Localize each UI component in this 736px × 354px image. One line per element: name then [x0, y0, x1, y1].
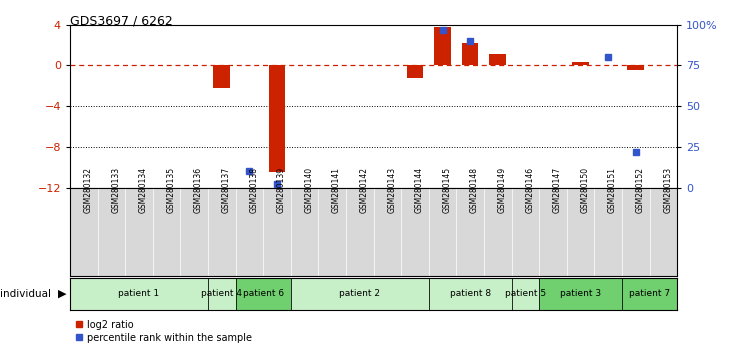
Bar	[462, 43, 478, 65]
Text: GSM280146: GSM280146	[526, 167, 534, 213]
Text: patient 8: patient 8	[450, 289, 491, 298]
Text: GSM280147: GSM280147	[553, 167, 562, 213]
Bar	[627, 65, 644, 70]
Text: GSM280138: GSM280138	[250, 167, 258, 213]
Text: GSM280150: GSM280150	[581, 167, 590, 213]
Bar	[573, 62, 589, 65]
Bar	[213, 65, 230, 88]
Bar	[236, 278, 291, 310]
Text: GSM280135: GSM280135	[166, 167, 175, 213]
Text: GSM280148: GSM280148	[470, 167, 479, 213]
Bar	[406, 65, 423, 78]
Text: patient 2: patient 2	[339, 289, 381, 298]
Text: GDS3697 / 6262: GDS3697 / 6262	[70, 14, 173, 27]
Text: GSM280144: GSM280144	[415, 167, 424, 213]
Bar	[291, 278, 428, 310]
Text: GSM280140: GSM280140	[305, 167, 314, 213]
Text: GSM280142: GSM280142	[360, 167, 369, 213]
Bar	[622, 278, 677, 310]
Bar	[70, 278, 208, 310]
Text: GSM280139: GSM280139	[277, 167, 286, 213]
Text: GSM280145: GSM280145	[442, 167, 451, 213]
Text: individual: individual	[0, 289, 51, 299]
Bar	[512, 278, 539, 310]
Legend: log2 ratio, percentile rank within the sample: log2 ratio, percentile rank within the s…	[75, 320, 252, 343]
Text: GSM280151: GSM280151	[608, 167, 617, 213]
Text: patient 4: patient 4	[201, 289, 242, 298]
Bar	[269, 65, 285, 172]
Text: GSM280143: GSM280143	[387, 167, 396, 213]
Text: patient 3: patient 3	[560, 289, 601, 298]
Text: GSM280152: GSM280152	[636, 167, 645, 213]
Bar	[489, 54, 506, 65]
Text: GSM280141: GSM280141	[332, 167, 341, 213]
Text: ▶: ▶	[57, 289, 66, 299]
Text: patient 7: patient 7	[629, 289, 670, 298]
Text: GSM280132: GSM280132	[84, 167, 93, 213]
Bar	[539, 278, 622, 310]
Text: patient 6: patient 6	[243, 289, 283, 298]
Bar	[434, 27, 450, 65]
Text: GSM280149: GSM280149	[498, 167, 506, 213]
Text: GSM280137: GSM280137	[222, 167, 230, 213]
Text: patient 1: patient 1	[118, 289, 160, 298]
Bar	[208, 278, 236, 310]
Bar	[428, 278, 512, 310]
Text: patient 5: patient 5	[505, 289, 546, 298]
Text: GSM280133: GSM280133	[111, 167, 120, 213]
Text: GSM280134: GSM280134	[139, 167, 148, 213]
Text: GSM280136: GSM280136	[194, 167, 203, 213]
Text: GSM280153: GSM280153	[663, 167, 672, 213]
